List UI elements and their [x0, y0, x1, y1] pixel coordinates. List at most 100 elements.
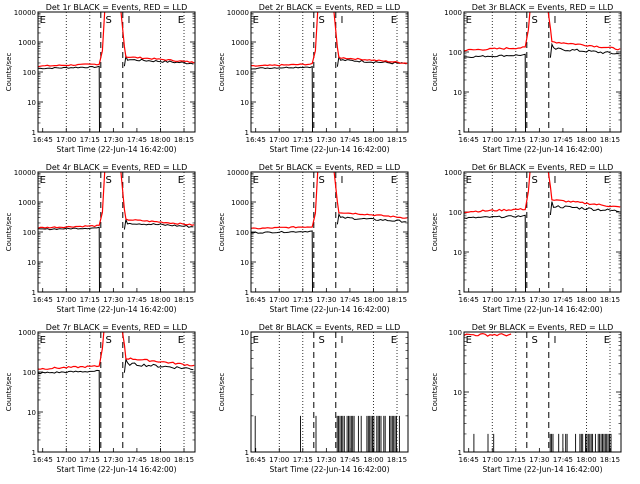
- traces: [464, 172, 621, 292]
- y-tick-label: 100: [23, 229, 36, 237]
- y-tick-label: 1: [458, 129, 462, 137]
- region-marker-e: E: [391, 335, 397, 346]
- x-tick-label: 17:30: [316, 456, 336, 464]
- y-tick-label: 1: [458, 449, 462, 457]
- x-tick-label: 18:15: [174, 456, 194, 464]
- traces: [464, 332, 612, 452]
- region-marker-e: E: [178, 15, 184, 26]
- x-tick-label: 16:45: [459, 136, 479, 144]
- y-axis-label: Counts/sec: [5, 213, 13, 252]
- region-marker-s: S: [106, 335, 112, 346]
- events-line-pre: [251, 230, 313, 292]
- region-marker-i: I: [127, 15, 130, 26]
- x-tick-label: 18:15: [600, 456, 620, 464]
- region-marker-e: E: [466, 15, 472, 26]
- panel-title: Det 5r BLACK = Events, RED = LLD: [259, 163, 401, 172]
- x-tick-label: 17:00: [482, 296, 502, 304]
- y-tick-label: 10000: [14, 9, 36, 17]
- events-line-post: [123, 219, 194, 230]
- region-marker-e: E: [604, 15, 610, 26]
- x-tick-label: 16:45: [459, 456, 479, 464]
- events-line-post: [549, 201, 620, 216]
- x-tick-label: 18:00: [363, 456, 383, 464]
- x-tick-label: 17:00: [269, 456, 289, 464]
- x-axis-label: Start Time (22-Jun-14 16:42:00): [57, 145, 177, 154]
- events-line: [473, 433, 612, 452]
- lld-line: [38, 12, 195, 68]
- y-tick-label: 1: [32, 449, 36, 457]
- region-marker-e: E: [466, 335, 472, 346]
- region-marker-i: I: [340, 15, 343, 26]
- y-tick-label: 10000: [227, 9, 249, 17]
- x-tick-label: 17:30: [316, 136, 336, 144]
- y-tick-label: 10: [240, 259, 249, 267]
- traces: [38, 12, 195, 132]
- x-axis-label: Start Time (22-Jun-14 16:42:00): [483, 305, 603, 314]
- events-line: [254, 415, 400, 452]
- x-axis-label: Start Time (22-Jun-14 16:42:00): [270, 305, 390, 314]
- x-tick-label: 17:15: [506, 296, 526, 304]
- x-axis-label: Start Time (22-Jun-14 16:42:00): [270, 465, 390, 474]
- events-line-post: [549, 42, 620, 58]
- lld-line: [464, 332, 512, 337]
- region-marker-s: S: [319, 175, 325, 186]
- y-axis-label: Counts/sec: [431, 373, 439, 412]
- y-axis-label: Counts/sec: [431, 53, 439, 92]
- x-tick-label: 17:30: [103, 296, 123, 304]
- x-tick-label: 16:45: [246, 456, 266, 464]
- x-tick-label: 17:00: [56, 296, 76, 304]
- region-marker-e: E: [253, 15, 259, 26]
- y-axis-label: Counts/sec: [218, 53, 226, 92]
- traces: [38, 172, 195, 292]
- panel-title: Det 1r BLACK = Events, RED = LLD: [46, 3, 188, 12]
- events-line-pre: [464, 53, 526, 132]
- region-marker-e: E: [178, 335, 184, 346]
- x-tick-label: 17:30: [103, 136, 123, 144]
- region-marker-e: E: [40, 15, 46, 26]
- y-tick-label: 10: [27, 409, 36, 417]
- x-tick-label: 17:15: [293, 456, 313, 464]
- region-marker-s: S: [319, 15, 325, 26]
- y-axis-label: Counts/sec: [5, 53, 13, 92]
- region-marker-s: S: [319, 335, 325, 346]
- lld-line: [251, 172, 408, 230]
- x-tick-label: 17:45: [340, 136, 360, 144]
- region-marker-e: E: [178, 175, 184, 186]
- panel-title: Det 7r BLACK = Events, RED = LLD: [46, 323, 188, 332]
- x-tick-label: 16:45: [33, 456, 53, 464]
- y-tick-label: 1: [245, 289, 249, 297]
- x-axis-label: Start Time (22-Jun-14 16:42:00): [270, 145, 390, 154]
- plot-frame: [250, 11, 409, 133]
- y-tick-label: 1000: [18, 329, 36, 337]
- events-line-post: [336, 212, 407, 225]
- region-marker-i: I: [553, 15, 556, 26]
- region-marker-e: E: [40, 335, 46, 346]
- x-tick-label: 18:00: [150, 296, 170, 304]
- y-tick-label: 10: [27, 99, 36, 107]
- x-tick-label: 18:15: [387, 456, 407, 464]
- region-marker-s: S: [106, 175, 112, 186]
- x-axis-label: Start Time (22-Jun-14 16:42:00): [57, 465, 177, 474]
- x-tick-label: 18:00: [363, 296, 383, 304]
- events-line-pre: [251, 65, 313, 132]
- events-line-pre: [38, 65, 100, 132]
- region-marker-e: E: [604, 335, 610, 346]
- x-tick-label: 17:00: [482, 456, 502, 464]
- x-tick-label: 17:00: [56, 456, 76, 464]
- traces: [38, 332, 195, 452]
- lld-line: [464, 172, 621, 214]
- region-marker-e: E: [40, 175, 46, 186]
- region-marker-i: I: [340, 175, 343, 186]
- plot-frame: [250, 171, 409, 293]
- plot-frame: [250, 331, 409, 453]
- x-tick-label: 16:45: [246, 136, 266, 144]
